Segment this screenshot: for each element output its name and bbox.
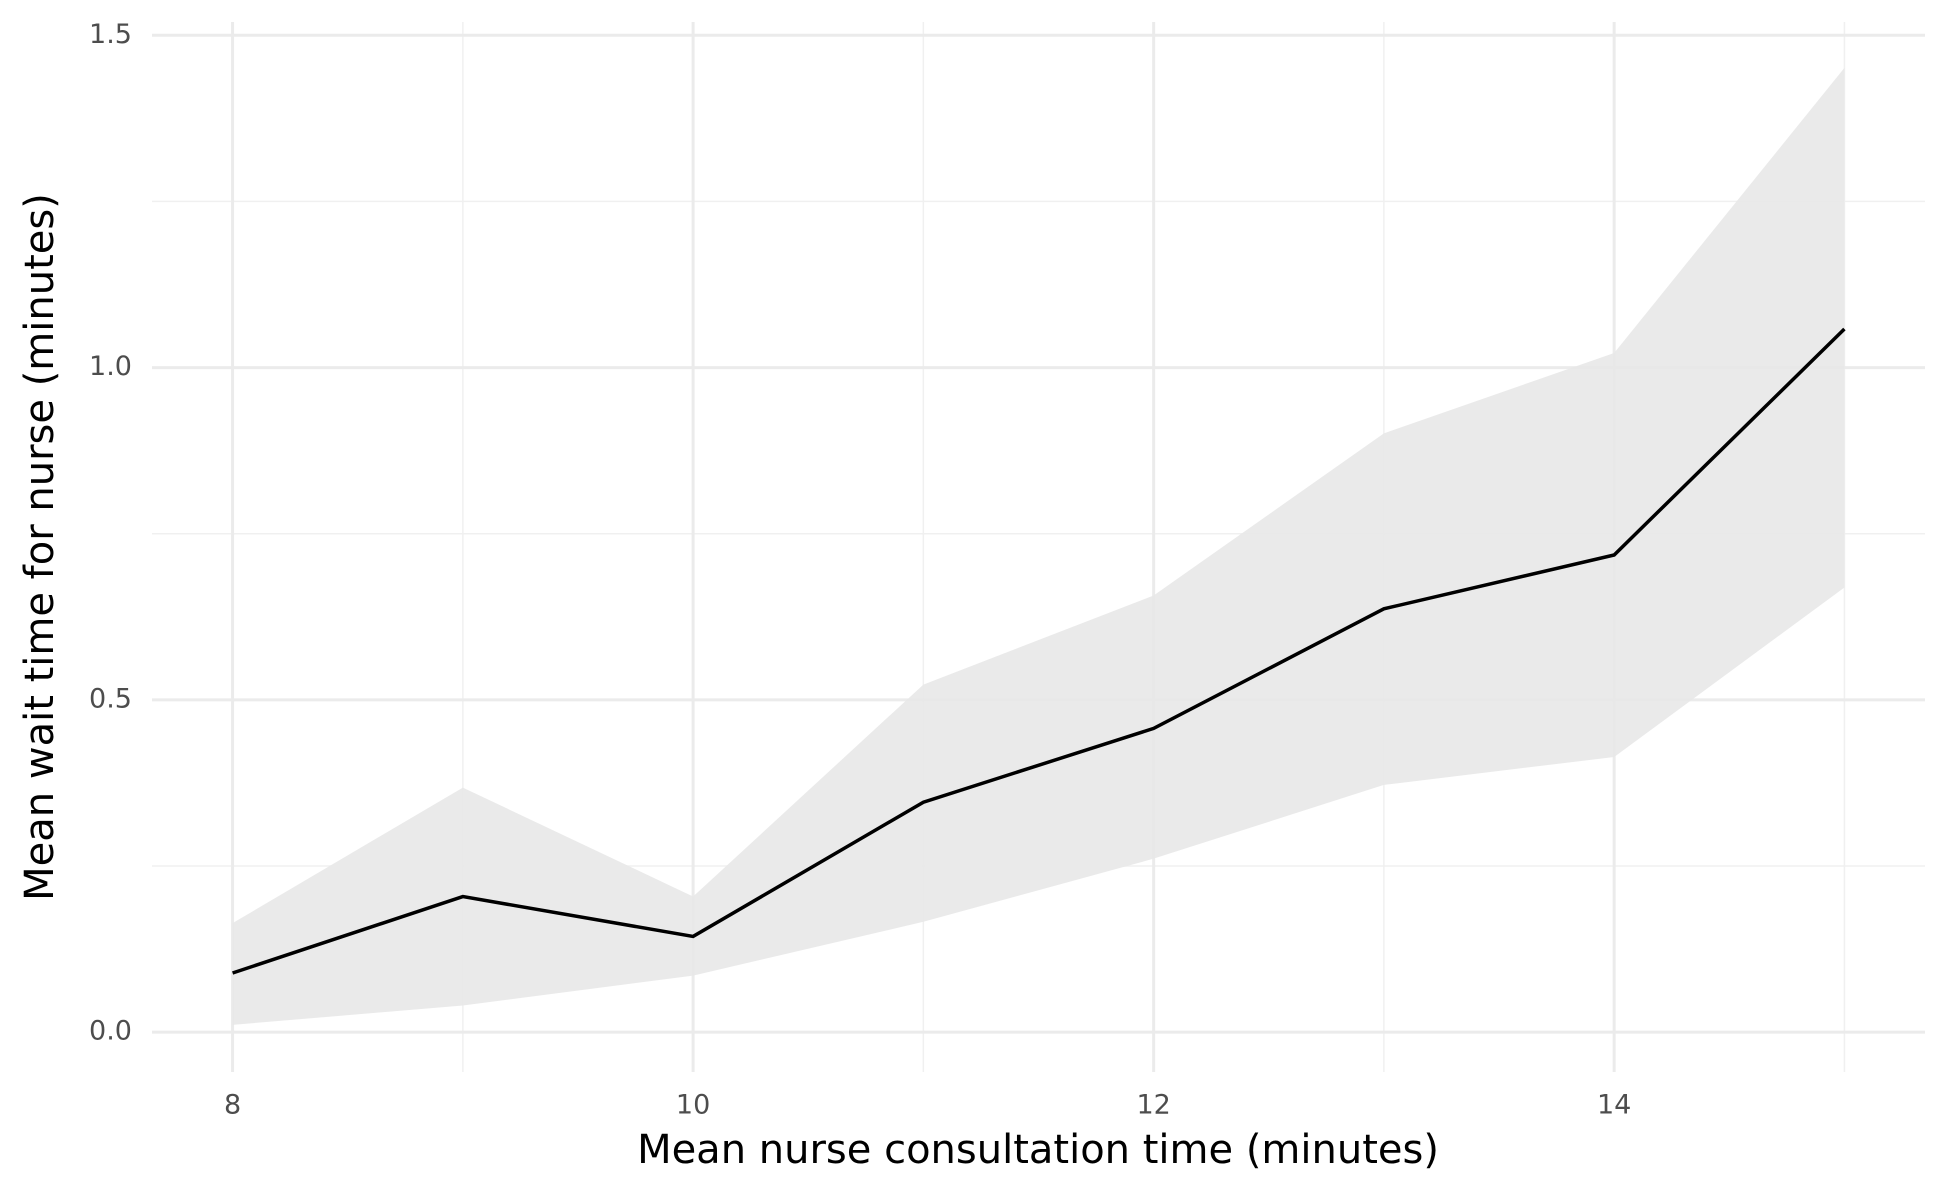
x-tick-label: 14 [1597,1090,1631,1121]
y-tick-label: 1.0 [89,351,132,382]
x-tick-label: 8 [224,1090,241,1121]
x-tick-label: 10 [676,1090,710,1121]
y-tick-label: 1.5 [89,19,132,50]
confidence-band [232,67,1845,1025]
y-axis-title: Mean wait time for nurse (minutes) [17,193,63,901]
x-axis-title: Mean nurse consultation time (minutes) [637,1127,1439,1173]
y-tick-label: 0.5 [89,683,132,714]
x-tick-label: 12 [1136,1090,1170,1121]
y-tick-label: 0.0 [89,1016,132,1047]
line [232,327,1846,975]
